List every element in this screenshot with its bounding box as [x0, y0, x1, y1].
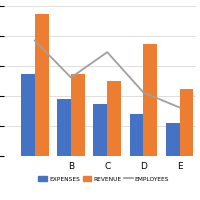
Bar — [57, 99, 71, 156]
Bar — [180, 88, 193, 156]
Bar — [35, 14, 49, 156]
Bar — [130, 114, 143, 156]
Bar — [21, 73, 35, 156]
Legend: EXPENSES, REVENUE, EMPLOYEES: EXPENSES, REVENUE, EMPLOYEES — [36, 174, 172, 184]
Bar — [71, 73, 85, 156]
Bar — [93, 104, 107, 156]
Bar — [143, 44, 157, 156]
Bar — [166, 123, 180, 156]
Bar — [107, 81, 121, 156]
